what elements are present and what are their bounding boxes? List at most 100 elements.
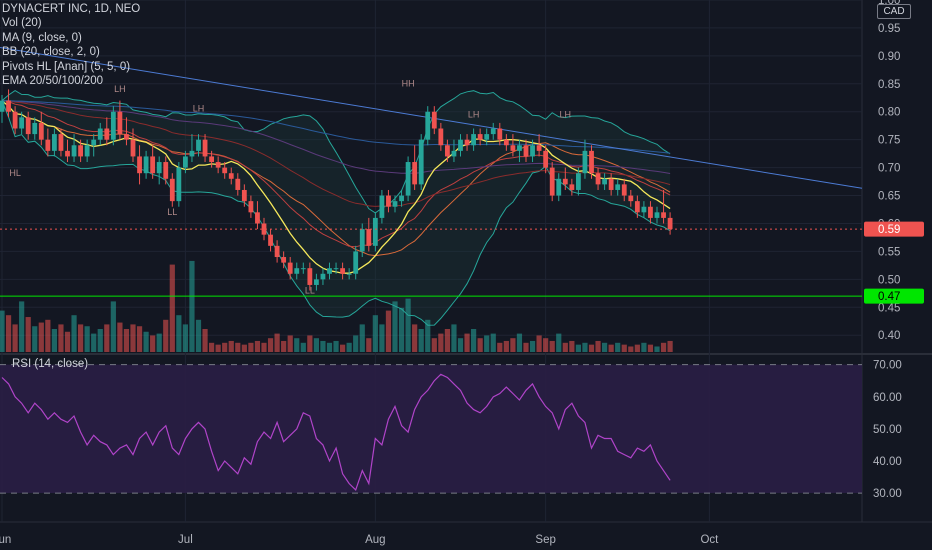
candle-body [6,100,11,112]
price-tick-label: 0.75 [878,135,900,147]
candle [91,134,97,157]
pivot-labels: LH LH HL LL LL HH LH LH [9,79,571,296]
candle-body [300,268,306,270]
volume-bar [405,298,411,352]
legend-ema[interactable]: EMA 20/50/100/200 [2,75,104,88]
candle [78,139,83,163]
currency-badge[interactable]: CAD [877,4,911,19]
candle [628,189,634,207]
volume-bar [45,319,51,352]
pivot-label: LH [193,104,205,114]
candle-body [634,201,640,213]
price-badge: 0.47 [864,288,924,304]
candle-body [425,111,431,140]
candle [431,106,437,135]
candle-body [608,178,614,190]
volume-bar [189,260,195,352]
candle-body [45,139,51,151]
candle [445,139,450,163]
candle [372,212,378,252]
candle [425,106,431,146]
candle-body [58,134,64,151]
candle [464,134,470,151]
candle-body [137,156,142,174]
legend-bb[interactable]: BB (20, close, 2, 0) [2,46,100,59]
volume-bar [176,315,182,352]
candle [117,100,123,140]
candle [274,240,280,263]
candle-body [189,150,195,157]
candle [314,273,319,291]
volume-bar [451,324,457,352]
volume-bar [608,344,614,352]
candle-body [320,273,326,280]
candle-body [621,184,627,196]
volume-bar [536,335,542,352]
volume-bar [320,340,326,352]
candle-body [497,128,503,140]
legend-ma[interactable]: MA (9, close, 0) [2,31,82,44]
candle [484,128,490,146]
candle [366,217,372,252]
pivot-label: LH [114,84,126,94]
candle [556,173,562,202]
candle-body [412,162,418,185]
candle [25,111,31,140]
volume-bar [582,342,588,352]
candle-body [556,178,562,196]
volume-bar [248,342,254,352]
candle-body [523,145,529,157]
volume-bar [484,335,490,352]
candle [562,167,568,190]
candle [241,184,247,207]
volume-bar [575,344,581,352]
candle-body [543,150,549,168]
volume-bar [529,340,536,352]
candle [176,162,182,207]
volume-bar [5,315,12,352]
candle-body [25,117,31,135]
candle [392,195,398,213]
candle [156,156,162,185]
volume-bar [261,342,267,352]
rsi-legend[interactable]: RSI (14, close) [12,358,89,370]
candle-body [405,162,411,196]
candle [183,150,188,174]
x-tick-label: Sep [535,534,555,546]
legend-pivots[interactable]: Pivots HL [Anan] (5, 5, 0) [2,60,131,73]
volume-bar [628,346,634,352]
volume-bar [634,344,640,352]
candle [248,195,254,218]
candle [38,111,44,146]
volume-bar [150,335,156,352]
candle [667,212,673,235]
candle [621,178,627,202]
volume-bar [58,324,64,352]
candle-body [248,201,254,213]
candle-body [431,111,437,129]
volume-bar [97,329,103,352]
volume-bar [523,342,529,352]
candle-body [124,134,129,140]
pivot-label: LL [167,207,177,217]
candle-body [287,262,293,274]
candle-body [595,173,601,185]
rsi-tick-label: 70.00 [873,360,902,372]
volume-bar [235,342,241,352]
candle-body [477,134,483,140]
volume-bar [392,301,398,352]
candle [163,156,169,185]
volume-bar [254,340,261,352]
candle [418,134,424,190]
volume-bar [195,319,202,352]
legend-volume[interactable]: Vol (20) [2,17,42,30]
x-tick-label: Jul [178,534,193,546]
candle [124,117,129,146]
candle [543,145,549,174]
volume-bars [0,260,673,352]
price-tick-label: 0.40 [878,330,900,342]
candle [222,162,228,179]
price-tick-label: 0.55 [878,246,900,258]
candle-body [661,212,666,218]
